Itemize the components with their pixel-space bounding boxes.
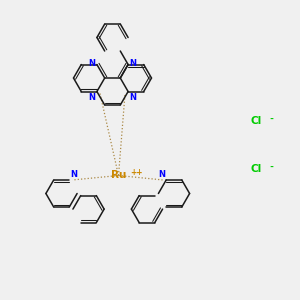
Text: -: - bbox=[267, 114, 274, 123]
Text: Ru: Ru bbox=[111, 170, 126, 181]
Text: Cl: Cl bbox=[250, 164, 262, 175]
Text: N: N bbox=[158, 170, 165, 179]
Text: N: N bbox=[88, 93, 95, 102]
Text: ++: ++ bbox=[130, 168, 143, 177]
Text: N: N bbox=[129, 59, 136, 68]
Text: N: N bbox=[70, 170, 77, 179]
Text: Cl: Cl bbox=[250, 116, 262, 127]
Text: -: - bbox=[267, 162, 274, 171]
Text: N: N bbox=[89, 59, 96, 68]
Text: N: N bbox=[130, 93, 136, 102]
